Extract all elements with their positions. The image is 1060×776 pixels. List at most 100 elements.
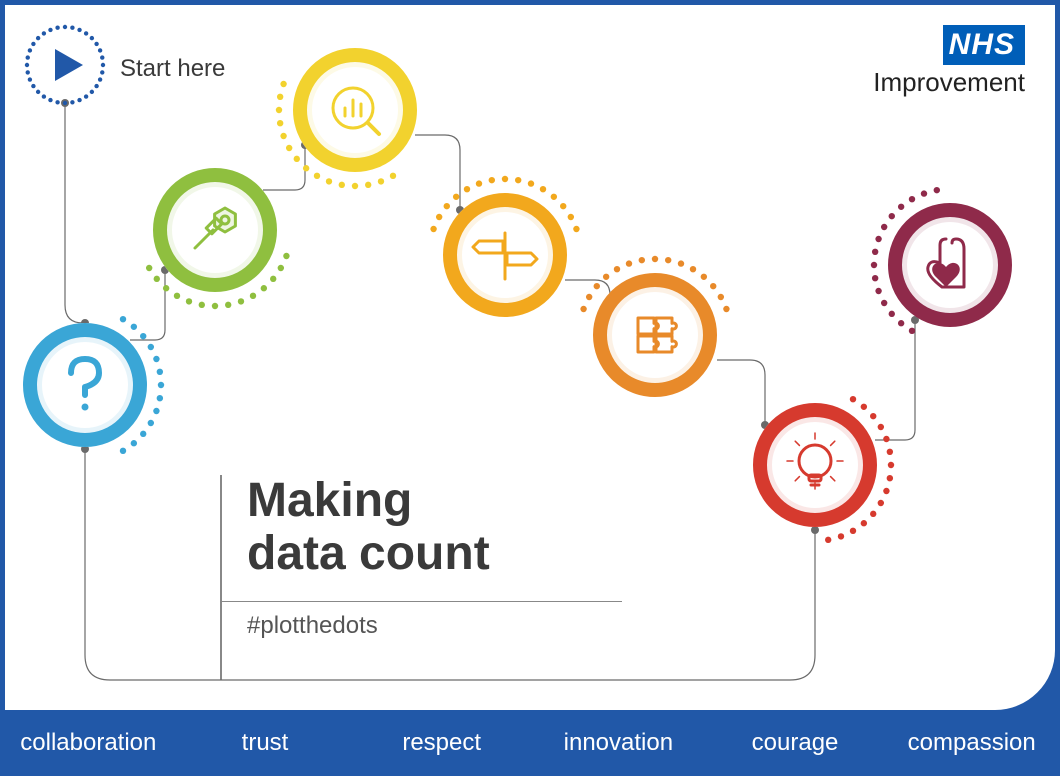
node-arc-dot	[898, 320, 904, 326]
node-arc-dot	[678, 260, 684, 266]
node-arc-dot	[690, 266, 696, 272]
analytics-icon	[333, 88, 379, 134]
node-inner	[153, 168, 277, 292]
node-idea[interactable]	[753, 396, 894, 543]
node-ring	[450, 200, 560, 310]
play-icon	[55, 49, 83, 81]
tools-icon	[195, 208, 235, 248]
node-ring	[30, 330, 140, 440]
page-title: Making data count	[247, 475, 622, 581]
node-arc-dot	[294, 156, 300, 162]
node-arc-dot	[888, 462, 894, 468]
node-arc-dot	[881, 300, 887, 306]
node-arc-dot	[652, 256, 658, 262]
node-arc-dot	[825, 537, 831, 543]
node-arc-dot	[909, 196, 915, 202]
node-arc-dot	[146, 265, 152, 271]
node-arc-dot	[444, 203, 450, 209]
node-arc-dot	[639, 257, 645, 263]
node-arc-dot	[889, 213, 895, 219]
connector-endpoint-dot	[81, 445, 89, 453]
node-signpost[interactable]	[430, 176, 579, 317]
node-arc-dot	[250, 293, 256, 299]
node-ring	[760, 410, 870, 520]
node-arc-dot	[283, 253, 289, 259]
node-arc-dot	[148, 420, 154, 426]
node-arc-dot	[225, 302, 231, 308]
node-inner	[753, 403, 877, 527]
node-arc-dot	[277, 94, 283, 100]
node-arc-dot	[872, 275, 878, 281]
node-inner	[293, 48, 417, 172]
bulb-icon	[787, 433, 843, 489]
node-arc-dot	[573, 226, 579, 232]
node-arc-dot	[887, 449, 893, 455]
node-arc-dot	[861, 404, 867, 410]
node-ring	[160, 175, 270, 285]
connector	[875, 320, 915, 440]
node-arc-dot	[280, 81, 286, 87]
node-arc-dot	[261, 285, 267, 291]
connector-endpoint-dot	[161, 266, 169, 274]
node-arc-dot	[378, 178, 384, 184]
connector	[65, 103, 85, 323]
footer-value: trust	[177, 729, 354, 757]
node-arc-dot	[850, 396, 856, 402]
node-arc-dot	[238, 298, 244, 304]
start-button[interactable]	[25, 25, 105, 105]
node-arc-dot	[278, 265, 284, 271]
node-arc-dot	[878, 500, 884, 506]
node-arc-dot	[934, 187, 940, 193]
connector	[263, 145, 305, 190]
node-arc-dot	[875, 288, 881, 294]
node-arc-dot	[898, 204, 904, 210]
node-arc-dot	[850, 528, 856, 534]
node-arc-dot	[157, 395, 163, 401]
node-arc-dot	[489, 177, 495, 183]
node-arc-dot	[614, 266, 620, 272]
node-tools[interactable]	[146, 168, 290, 309]
node-arc-dot	[723, 306, 729, 312]
node-arc-dot	[163, 285, 169, 291]
node-arc-dot	[464, 186, 470, 192]
connector-endpoint-dot	[301, 141, 309, 149]
node-puzzle[interactable]	[580, 256, 729, 397]
node-arc-dot	[352, 183, 358, 189]
node-arc-dot	[718, 294, 724, 300]
node-care[interactable]	[871, 187, 1012, 334]
node-arc-dot	[148, 344, 154, 350]
node-arc-dot	[701, 274, 707, 280]
connector-endpoint-dot	[911, 316, 919, 324]
node-arc-dot	[276, 107, 282, 113]
footer-value: innovation	[530, 729, 707, 757]
node-arc-dot	[453, 194, 459, 200]
node-arc-dot	[120, 448, 126, 454]
node-arc-dot	[174, 293, 180, 299]
footer-value: respect	[353, 729, 530, 757]
node-arc-dot	[280, 133, 286, 139]
node-arc-dot	[594, 283, 600, 289]
node-arc-dot	[870, 413, 876, 419]
node-arc-dot	[921, 190, 927, 196]
node-analytics[interactable]	[276, 48, 417, 189]
nhs-logo-box: NHS	[943, 25, 1025, 65]
page-background: NHS Improvement Start here Making data c…	[0, 0, 1060, 776]
node-arc-dot	[551, 194, 557, 200]
node-arc-dot	[586, 294, 592, 300]
node-arc-dot	[153, 408, 159, 414]
node-arc-dot	[872, 249, 878, 255]
node-arc-dot	[286, 145, 292, 151]
node-arc-dot	[131, 324, 137, 330]
node-arc-dot	[140, 333, 146, 339]
node-arc-dot	[875, 236, 881, 242]
node-arc-dot	[140, 431, 146, 437]
hand-heart-icon	[928, 239, 964, 287]
connector	[717, 360, 765, 425]
node-arc-dot	[909, 328, 915, 334]
title-block: Making data count #plotthedots	[220, 475, 622, 680]
node-arc-dot	[515, 177, 521, 183]
node-arc-dot	[303, 165, 309, 171]
node-arc-dot	[580, 306, 586, 312]
node-question[interactable]	[23, 316, 164, 454]
node-arc-dot	[199, 302, 205, 308]
